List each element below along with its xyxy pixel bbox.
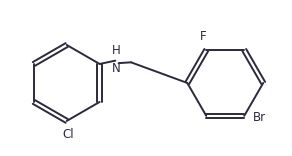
Text: Cl: Cl [62,128,74,141]
Text: H: H [112,44,121,56]
Text: F: F [200,30,206,44]
Text: N: N [112,62,121,75]
Text: Br: Br [253,111,266,124]
